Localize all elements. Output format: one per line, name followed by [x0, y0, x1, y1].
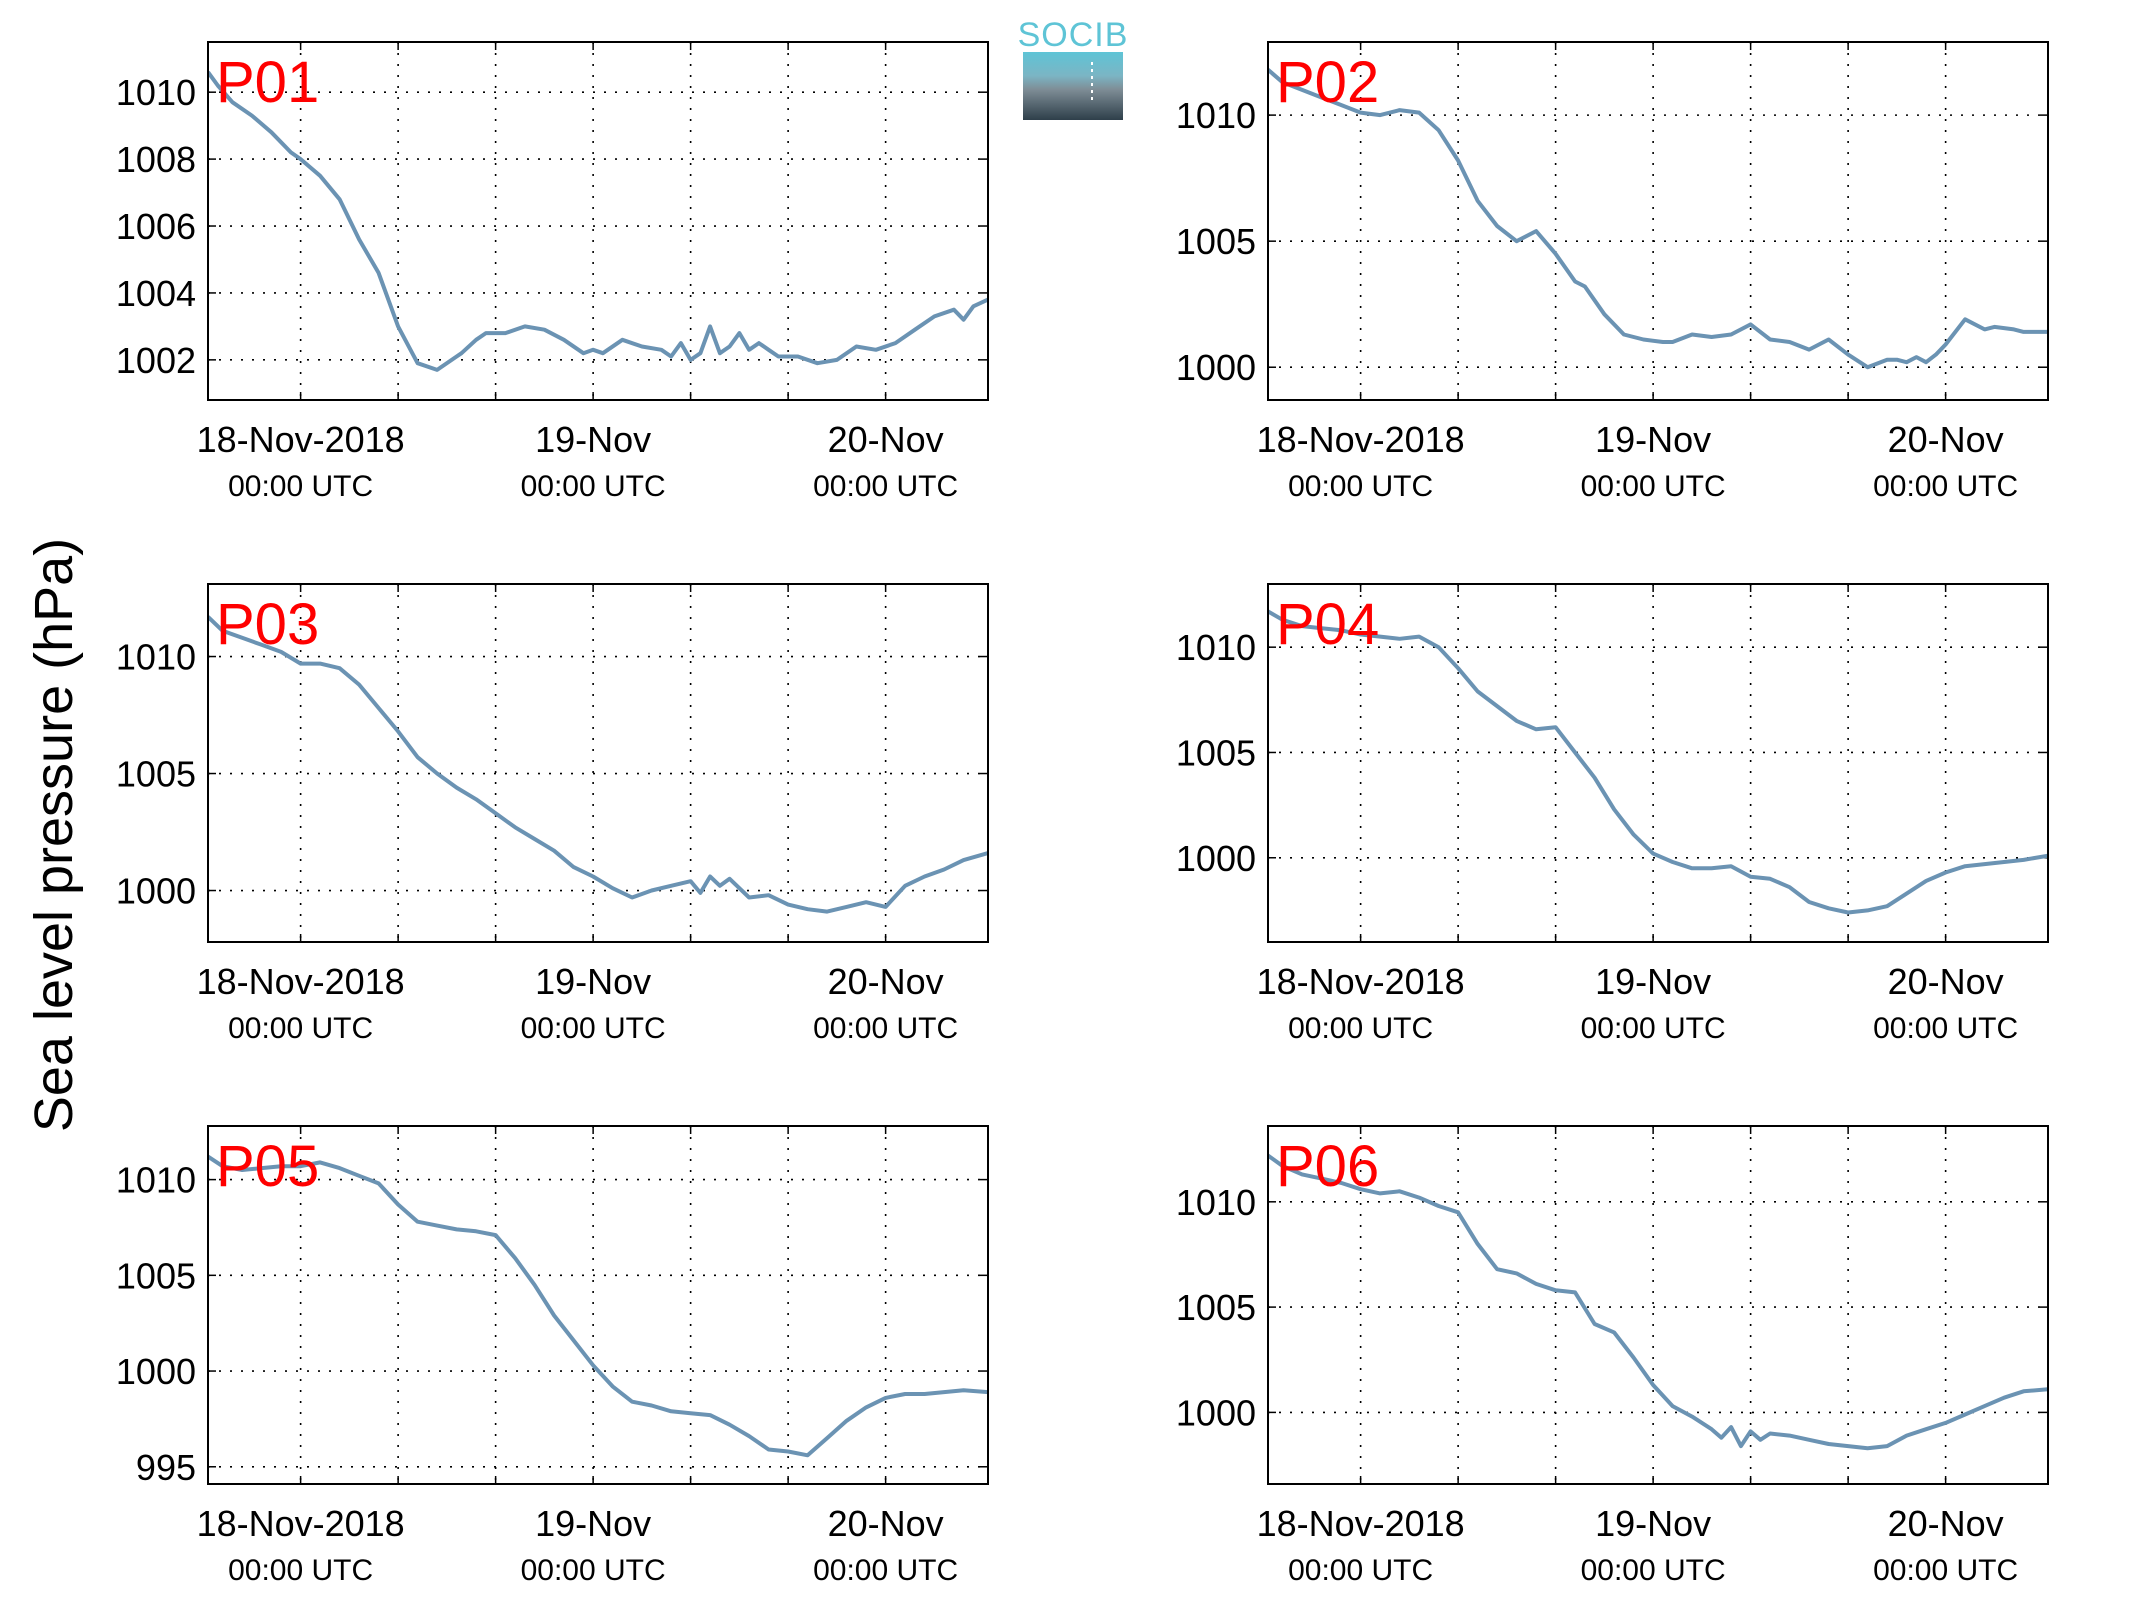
socib-logo-mark [1023, 52, 1123, 120]
panel-label: P02 [1276, 50, 1379, 115]
pressure-series-line [208, 1154, 988, 1458]
plot-area [1268, 584, 2048, 942]
panel-label: P05 [216, 1134, 319, 1199]
y-tick-label: 1005 [1176, 221, 1256, 262]
plot-frame [1267, 41, 2049, 401]
plot-area [1268, 42, 2048, 400]
y-tick-label: 1005 [1176, 1287, 1256, 1328]
plot-area [208, 42, 988, 400]
chart-panel-p01: 18-Nov-2018 00:00 UTC 19-Nov 00:00 UTC 20-No… [116, 41, 989, 503]
x-tick-label: 18-Nov-2018 [197, 1503, 405, 1544]
chart-panel-p04: 18-Nov-2018 00:00 UTC 19-Nov 00:00 UTC 20-No… [1176, 583, 2049, 1045]
socib-logo: SOCIB [1018, 16, 1129, 120]
y-tick-label: 1006 [116, 206, 196, 247]
y-tick-label: 1000 [116, 1351, 196, 1392]
y-axis-label: Sea level pressure (hPa) [24, 538, 84, 1132]
pressure-series-line [208, 70, 988, 372]
x-tick-sublabel: 00:00 UTC [1581, 1012, 1726, 1045]
socib-logo-text: SOCIB [1018, 16, 1129, 54]
panel-label: P04 [1276, 592, 1379, 657]
x-tick-label: 20-Nov [828, 1503, 944, 1544]
y-tick-label: 1010 [1176, 95, 1256, 136]
x-tick-label: 18-Nov-2018 [1257, 961, 1465, 1002]
x-tick-label: 19-Nov [535, 419, 651, 460]
pressure-series-line [1268, 609, 2048, 915]
chart-panel-p02: 18-Nov-2018 00:00 UTC 19-Nov 00:00 UTC 20-No… [1176, 41, 2049, 503]
y-tick-label: 1000 [1176, 1392, 1256, 1433]
x-tick-sublabel: 00:00 UTC [1873, 1012, 2018, 1045]
plot-frame [207, 41, 989, 401]
x-tick-label: 18-Nov-2018 [1257, 1503, 1465, 1544]
x-tick-sublabel: 00:00 UTC [813, 470, 958, 503]
panel-label: P06 [1276, 1134, 1379, 1199]
x-tick-sublabel: 00:00 UTC [228, 1012, 373, 1045]
x-tick-sublabel: 00:00 UTC [521, 1554, 666, 1587]
y-tick-label: 1008 [116, 139, 196, 180]
x-tick-sublabel: 00:00 UTC [813, 1554, 958, 1587]
x-tick-label: 20-Nov [1888, 961, 2004, 1002]
x-tick-label: 18-Nov-2018 [1257, 419, 1465, 460]
chart-panel-p05: 18-Nov-2018 00:00 UTC 19-Nov 00:00 UTC 20-No… [116, 1125, 989, 1587]
x-tick-sublabel: 00:00 UTC [521, 470, 666, 503]
y-tick-label: 1000 [1176, 838, 1256, 879]
x-tick-label: 19-Nov [1595, 419, 1711, 460]
x-tick-label: 20-Nov [1888, 419, 2004, 460]
x-tick-label: 20-Nov [1888, 1503, 2004, 1544]
x-tick-label: 19-Nov [1595, 961, 1711, 1002]
x-tick-sublabel: 00:00 UTC [1581, 1554, 1726, 1587]
plot-area [208, 1126, 988, 1484]
chart-panel-p03: 18-Nov-2018 00:00 UTC 19-Nov 00:00 UTC 20-No… [116, 583, 989, 1045]
pressure-series-line [208, 615, 988, 914]
x-tick-label: 19-Nov [535, 961, 651, 1002]
panel-label: P01 [216, 50, 319, 115]
plot-frame [207, 1125, 989, 1485]
y-tick-label: 1010 [116, 1160, 196, 1201]
y-tick-label: 1005 [1176, 732, 1256, 773]
plot-frame [1267, 1125, 2049, 1485]
pressure-series-line [1268, 1153, 2048, 1451]
plot-area [208, 584, 988, 942]
plot-frame [1267, 583, 2049, 943]
y-tick-label: 1005 [116, 754, 196, 795]
y-tick-label: 1010 [1176, 1182, 1256, 1223]
y-tick-label: 1002 [116, 340, 196, 381]
y-tick-label: 1010 [116, 637, 196, 678]
panel-label: P03 [216, 592, 319, 657]
y-tick-label: 1005 [116, 1255, 196, 1296]
x-tick-label: 19-Nov [1595, 1503, 1711, 1544]
x-tick-label: 19-Nov [535, 1503, 651, 1544]
plot-frame [207, 583, 989, 943]
x-tick-sublabel: 00:00 UTC [1581, 470, 1726, 503]
y-tick-label: 1004 [116, 273, 196, 314]
x-tick-label: 18-Nov-2018 [197, 961, 405, 1002]
y-tick-label: 1000 [1176, 347, 1256, 388]
x-tick-sublabel: 00:00 UTC [1288, 1554, 1433, 1587]
x-tick-label: 20-Nov [828, 419, 944, 460]
x-tick-sublabel: 00:00 UTC [1288, 1012, 1433, 1045]
y-tick-label: 995 [136, 1447, 196, 1488]
x-tick-sublabel: 00:00 UTC [521, 1012, 666, 1045]
x-tick-sublabel: 00:00 UTC [1288, 470, 1433, 503]
y-tick-label: 1010 [1176, 627, 1256, 668]
plot-area [1268, 1126, 2048, 1484]
x-tick-sublabel: 00:00 UTC [1873, 470, 2018, 503]
y-tick-label: 1010 [116, 72, 196, 113]
x-tick-sublabel: 00:00 UTC [228, 1554, 373, 1587]
y-tick-label: 1000 [116, 871, 196, 912]
x-tick-label: 20-Nov [828, 961, 944, 1002]
x-tick-sublabel: 00:00 UTC [1873, 1554, 2018, 1587]
x-tick-label: 18-Nov-2018 [197, 419, 405, 460]
x-tick-sublabel: 00:00 UTC [813, 1012, 958, 1045]
pressure-series-line [1268, 68, 2048, 370]
x-tick-sublabel: 00:00 UTC [228, 470, 373, 503]
chart-panel-p06: 18-Nov-2018 00:00 UTC 19-Nov 00:00 UTC 20-No… [1176, 1125, 2049, 1587]
